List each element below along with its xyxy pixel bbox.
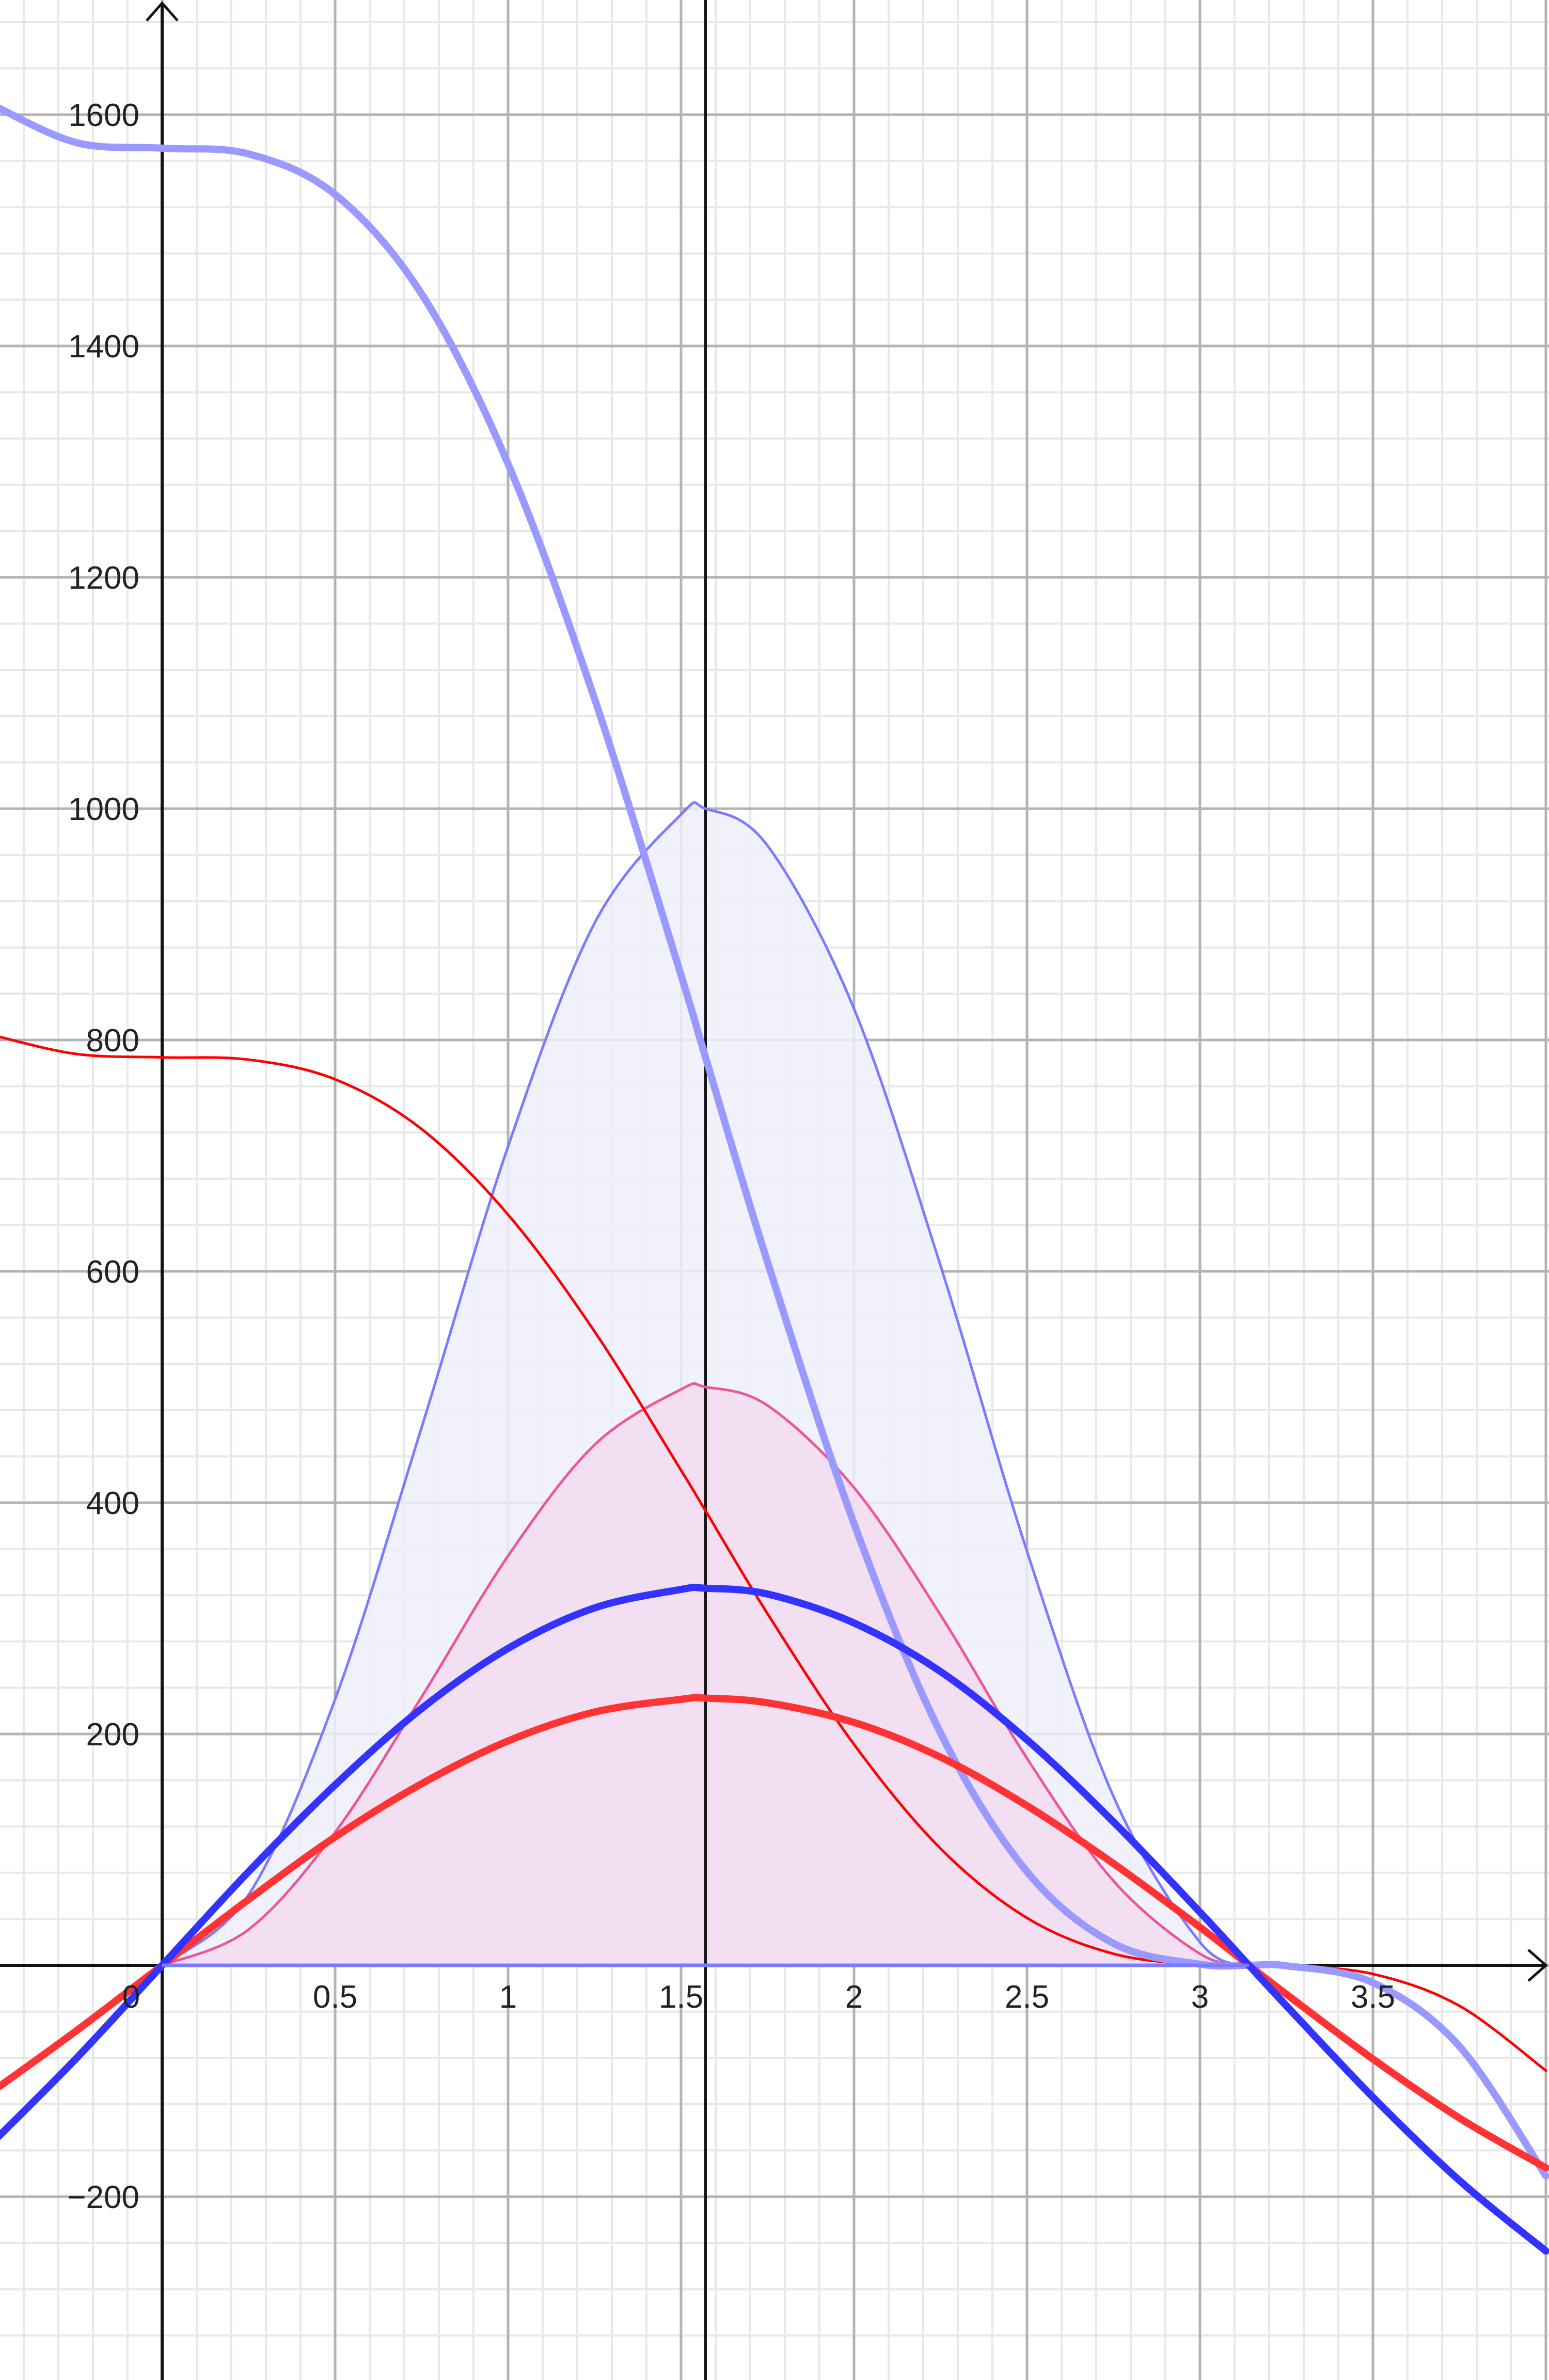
x-tick-label: 1 (499, 1979, 517, 2015)
y-tick-label: 600 (86, 1254, 139, 1290)
x-tick-label: 2.5 (1005, 1979, 1049, 2015)
y-axis-arrow-icon (146, 1, 179, 22)
x-tick-label: 0 (122, 1979, 140, 2015)
x-tick-label: 0.5 (313, 1979, 357, 2015)
y-tick-label: −200 (67, 2180, 139, 2215)
y-tick-label: 400 (86, 1486, 139, 1521)
y-tick-label: 1400 (68, 329, 139, 365)
curves (0, 104, 1549, 2255)
curve-0 (161, 801, 1251, 1967)
x-tick-label: 1.5 (659, 1979, 703, 2015)
y-tick-label: 1000 (68, 792, 139, 827)
y-tick-label: 200 (86, 1717, 139, 1753)
curve-4 (0, 1694, 1549, 2171)
x-tick-label: 2 (845, 1979, 863, 2015)
curve-1 (161, 1382, 1251, 1967)
x-tick-label: 3 (1191, 1979, 1209, 2015)
y-tick-label: 1600 (68, 98, 139, 133)
x-tick-label: 3.5 (1351, 1979, 1395, 2015)
curve-5 (0, 1583, 1549, 2255)
tick-labels: 0 0.5 1 1.5 2 2.5 3 3.5 1600 1400 1200 1000 800 600 40… (67, 98, 1395, 2215)
y-tick-label: 800 (86, 1023, 139, 1059)
x-axis-arrow-icon (1527, 1949, 1548, 1982)
y-tick-label: 1200 (68, 560, 139, 596)
